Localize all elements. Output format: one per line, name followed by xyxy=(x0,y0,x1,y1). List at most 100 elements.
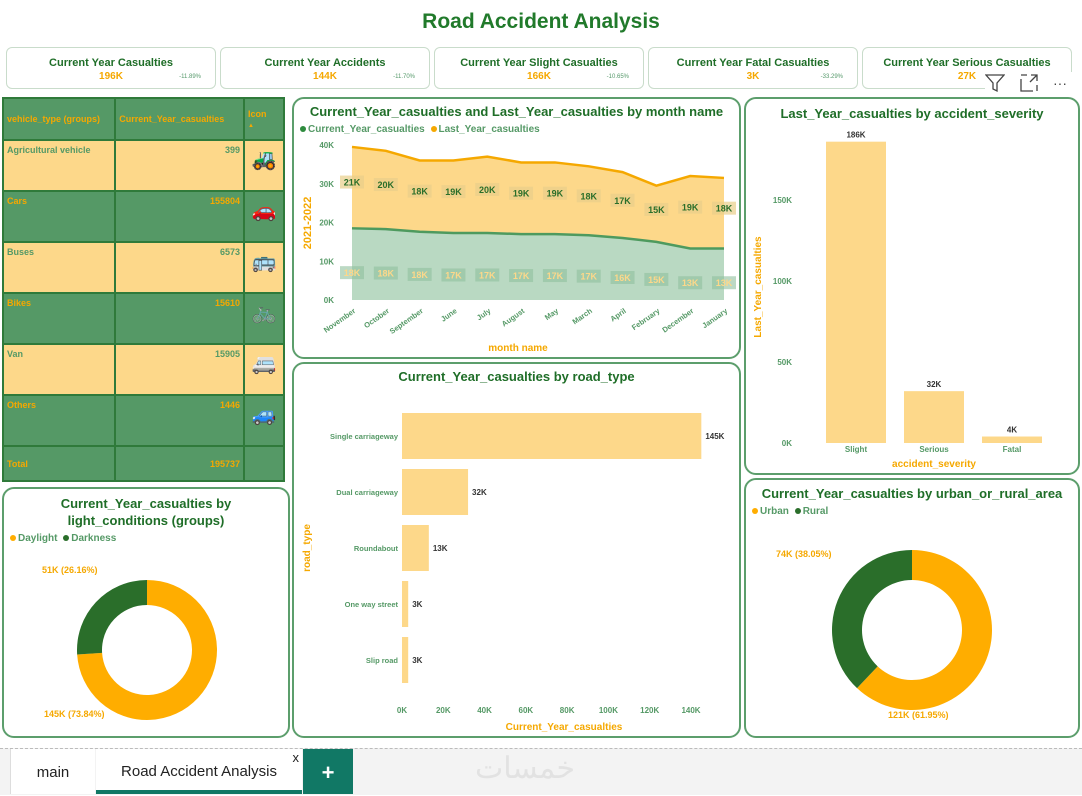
column-header-icon[interactable]: Icon ▲ xyxy=(243,97,285,141)
y-tick-label: Single carriageway xyxy=(330,432,399,441)
casualties-cell: 15905 xyxy=(114,343,245,396)
tab-main[interactable]: main xyxy=(10,749,95,794)
x-tick-label: 20K xyxy=(436,706,451,715)
column-header-casualties[interactable]: Current_Year_casualties xyxy=(114,97,245,141)
y-axis-title: 2021-2022 xyxy=(302,197,314,250)
x-tick-label[interactable]: August xyxy=(500,306,527,328)
x-tick-label: 60K xyxy=(519,706,534,715)
x-axis-title: Current_Year_casualties xyxy=(506,722,623,733)
legend-rural[interactable]: Rural xyxy=(802,506,829,517)
icon-header-label: Icon xyxy=(248,109,267,119)
x-tick-label[interactable]: July xyxy=(475,306,493,322)
table-row[interactable]: Bikes 15610 🚲 xyxy=(1,292,285,345)
data-label-bg xyxy=(509,186,534,200)
table-row[interactable]: Agricultural vehicle 399 🚜 xyxy=(1,139,285,192)
severity-bar[interactable] xyxy=(826,141,886,443)
donut-slice-rural[interactable] xyxy=(832,550,912,689)
kpi-change: -33.29% xyxy=(820,74,843,80)
road-type-bar[interactable] xyxy=(402,525,429,571)
current-year-data-label: 18K xyxy=(378,269,395,279)
legend-daylight[interactable]: Daylight xyxy=(18,533,58,544)
severity-bar[interactable] xyxy=(982,436,1042,443)
data-label-bg xyxy=(407,267,432,281)
x-tick-label[interactable]: May xyxy=(543,306,561,322)
bar-data-label: 4K xyxy=(1007,426,1017,435)
current-year-data-label: 15K xyxy=(648,275,665,285)
add-page-button[interactable]: + xyxy=(303,749,353,794)
legend-marker xyxy=(794,508,801,514)
road-type-bar[interactable] xyxy=(402,413,702,459)
x-tick-label[interactable]: February xyxy=(630,306,662,332)
x-tick-label[interactable]: January xyxy=(700,306,729,330)
chart-title: Current_Year_casualties by road_type xyxy=(398,369,635,384)
x-tick-label[interactable]: September xyxy=(388,306,425,336)
data-label-bg xyxy=(475,268,500,282)
column-header-vehicle-type[interactable]: vehicle_type (groups) xyxy=(1,97,117,141)
kpi-label: Current Year Serious Casualties xyxy=(883,57,1051,69)
light-donut-svg: 145K (73.84%) 51K (26.16%) xyxy=(42,565,217,720)
vehicle-type-cell: Buses xyxy=(1,241,117,294)
last-year-data-label: 20K xyxy=(479,185,496,195)
table-row[interactable]: Buses 6573 🚌 xyxy=(1,241,285,294)
data-label-bg xyxy=(407,184,432,198)
page-tab-bar: main Road Accident Analysis x + خمسات xyxy=(0,748,1082,795)
close-tab-icon[interactable]: x xyxy=(292,750,300,765)
x-tick-label[interactable]: October xyxy=(362,306,391,330)
x-tick-label[interactable]: March xyxy=(571,306,595,326)
x-tick-label: Fatal xyxy=(1003,445,1022,454)
watermark-logo: خمسات xyxy=(475,752,576,785)
legend-darkness[interactable]: Darkness xyxy=(71,533,117,544)
x-tick-label[interactable]: November xyxy=(322,306,357,334)
data-label-bg xyxy=(340,175,364,189)
data-label-bg xyxy=(678,276,703,290)
current-year-data-label: 17K xyxy=(580,272,597,282)
month-area-chart: Current_Year_casualties and Last_Year_ca… xyxy=(292,97,741,359)
y-tick-label: 40K xyxy=(319,141,334,150)
data-label-bg xyxy=(441,185,466,199)
vehicle-type-cell: Agricultural vehicle xyxy=(1,139,117,192)
bar-data-label: 145K xyxy=(705,432,724,441)
bar-data-label: 32K xyxy=(472,488,487,497)
chart-title: Current_Year_casualties by urban_or_rura… xyxy=(761,486,1063,501)
y-tick-label: Slip road xyxy=(366,656,399,665)
y-tick-label: 50K xyxy=(777,358,792,367)
table-row[interactable]: Cars 155804 🚗 xyxy=(1,190,285,243)
current-year-data-label: 17K xyxy=(479,270,496,280)
road-type-bar[interactable] xyxy=(402,469,469,515)
kpi-card: Current Year Fatal Casualties 3K -33.29% xyxy=(648,47,858,89)
severity-bar[interactable] xyxy=(904,391,964,443)
current-year-data-label: 17K xyxy=(547,271,564,281)
data-label-bg xyxy=(610,193,635,207)
data-label-bg xyxy=(576,269,601,283)
last-year-data-label: 18K xyxy=(411,187,428,197)
tab-road-accident-analysis[interactable]: Road Accident Analysis x xyxy=(96,749,302,794)
more-options-icon[interactable]: ··· xyxy=(1053,75,1067,91)
x-tick-label: 40K xyxy=(477,706,492,715)
chart-title: Last_Year_casualties by accident_severit… xyxy=(780,106,1044,121)
kpi-value: 196K xyxy=(99,71,123,82)
x-tick-label[interactable]: April xyxy=(609,306,628,323)
kpi-value: 166K xyxy=(527,71,551,82)
filter-icon[interactable] xyxy=(985,73,1005,93)
focus-mode-icon[interactable] xyxy=(1019,73,1039,93)
donut-slice-urban[interactable] xyxy=(857,550,992,710)
table-row[interactable]: Others 1446 🚙 xyxy=(1,394,285,447)
x-tick-label[interactable]: June xyxy=(439,306,459,323)
x-tick-label: 120K xyxy=(640,706,659,715)
legend-urban[interactable]: Urban xyxy=(760,506,789,517)
y-tick-label: 100K xyxy=(773,277,792,286)
donut-slice-darkness[interactable] xyxy=(77,580,147,655)
current-year-data-label: 16K xyxy=(614,273,631,283)
road-type-bar[interactable] xyxy=(402,637,409,683)
legend-current[interactable]: Current_Year_casualties xyxy=(308,124,425,135)
road-type-bar[interactable] xyxy=(402,581,409,627)
kpi-card: Current Year Accidents 144K -11.70% xyxy=(220,47,430,89)
page-title: Road Accident Analysis xyxy=(422,10,660,33)
data-label-bg xyxy=(373,178,398,192)
y-tick-label: 30K xyxy=(319,180,334,189)
x-tick-label[interactable]: December xyxy=(660,306,695,334)
donut-slice-daylight[interactable] xyxy=(77,580,217,720)
legend-last[interactable]: Last_Year_casualties xyxy=(438,124,540,135)
table-row[interactable]: Van 15905 🚐 xyxy=(1,343,285,396)
last-year-data-label: 18K xyxy=(580,191,597,201)
